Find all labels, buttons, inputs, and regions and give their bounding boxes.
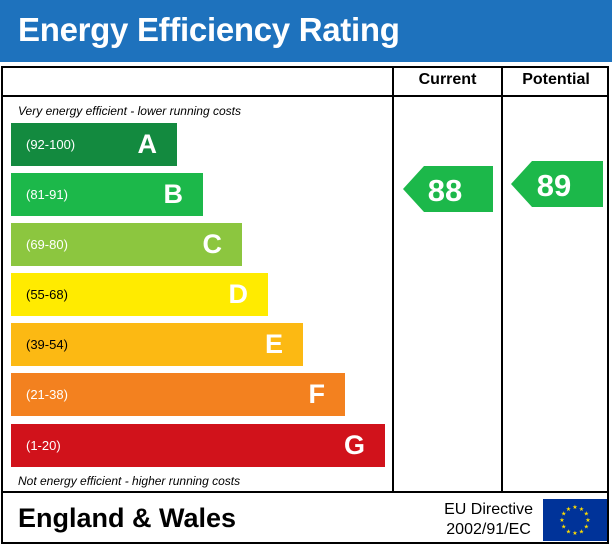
current-rating-arrow-shape <box>403 166 493 212</box>
band-d-range: (55-68) <box>26 287 68 302</box>
band-a-range: (92-100) <box>26 137 76 152</box>
eu-star: ★ <box>579 506 584 513</box>
potential-rating-arrow-shape <box>511 161 603 207</box>
band-b-range: (81-91) <box>26 187 68 202</box>
band-g: (1-20) G <box>11 424 385 467</box>
note-very-efficient: Very energy efficient - lower running co… <box>18 104 241 118</box>
current-rating-value: 88 <box>428 173 462 208</box>
band-d: (55-68) D <box>11 273 268 316</box>
eu-star: ★ <box>566 506 571 513</box>
band-c-range: (69-80) <box>26 237 68 252</box>
eu-star: ★ <box>579 528 584 535</box>
band-f-letter: F <box>308 379 326 409</box>
band-b: (81-91) B <box>11 173 203 216</box>
column-divider-potential <box>501 66 503 493</box>
header-bar: Energy Efficiency Rating <box>0 0 612 62</box>
rating-frame <box>1 66 609 544</box>
eu-flag-icon: ★ ★★★★★★★★★★★ <box>543 499 607 541</box>
band-g-letter: G <box>343 430 365 460</box>
chart-title: Energy Efficiency Rating <box>18 11 400 48</box>
eu-star: ★ <box>559 517 564 524</box>
region-label: England & Wales <box>18 503 237 533</box>
eu-star: ★ <box>561 511 566 518</box>
band-a-letter: A <box>137 129 158 159</box>
band-f: (21-38) F <box>11 373 345 416</box>
eu-directive-line1: EU Directive <box>444 501 533 518</box>
band-g-range: (1-20) <box>26 438 61 453</box>
column-header-current: Current <box>418 71 477 88</box>
eu-star: ★ <box>572 530 577 537</box>
potential-rating-arrow: 89 <box>511 161 603 207</box>
eu-flag-background <box>543 499 607 541</box>
band-f-range: (21-38) <box>26 387 68 402</box>
band-c-letter: C <box>202 229 223 259</box>
band-b-letter: B <box>163 179 184 209</box>
eu-star: ★ <box>584 511 589 518</box>
note-not-efficient: Not energy efficient - higher running co… <box>18 474 241 488</box>
header-row-divider <box>1 95 609 97</box>
eu-star: ★ <box>585 517 590 524</box>
band-a: (92-100) A <box>11 123 177 166</box>
current-rating-arrow: 88 <box>403 166 493 212</box>
column-divider-current <box>392 66 394 493</box>
eu-flag-stars: ★ ★★★★★★★★★★★ <box>559 504 590 537</box>
eu-star: ★ <box>561 524 566 531</box>
band-e: (39-54) E <box>11 323 303 366</box>
eu-directive-line2: 2002/91/EC <box>446 521 531 538</box>
eu-star: ★ <box>566 528 571 535</box>
band-c: (69-80) C <box>11 223 242 266</box>
potential-rating-value: 89 <box>537 168 571 203</box>
eu-directive: EU Directive 2002/91/EC <box>444 500 533 540</box>
band-e-letter: E <box>264 329 283 359</box>
band-e-range: (39-54) <box>26 337 68 352</box>
footer-divider <box>1 491 609 493</box>
eu-star: ★ <box>572 504 577 511</box>
band-d-letter: D <box>228 279 249 309</box>
eu-star: ★ <box>584 524 589 531</box>
column-header-potential: Potential <box>522 71 590 88</box>
